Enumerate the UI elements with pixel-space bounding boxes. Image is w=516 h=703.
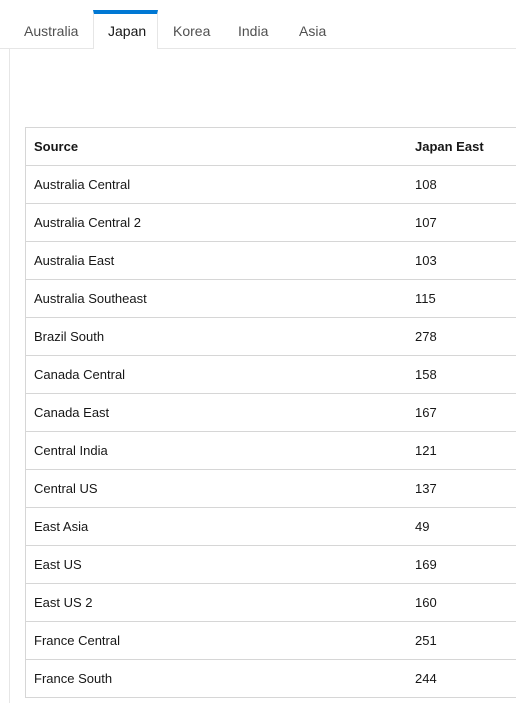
source-cell: East US [25, 545, 407, 584]
table-row: Canada East 167 [25, 393, 516, 432]
latency-cell: 108 [407, 165, 516, 204]
table-row: Australia Southeast 115 [25, 279, 516, 318]
japan-east-column-header: Japan East [407, 127, 516, 166]
latency-cell: 121 [407, 431, 516, 470]
tab-india[interactable]: India [238, 23, 269, 39]
latency-cell: 49 [407, 507, 516, 546]
tab-korea[interactable]: Korea [173, 23, 211, 39]
table-row: Australia East 103 [25, 241, 516, 280]
table-row: Australia Central 108 [25, 165, 516, 204]
latency-table: Source Japan East Australia Central 108 … [25, 127, 516, 698]
latency-cell: 160 [407, 583, 516, 622]
table-row: East Asia 49 [25, 507, 516, 546]
tab-panel [9, 48, 516, 703]
source-cell: East US 2 [25, 583, 407, 622]
latency-cell: 137 [407, 469, 516, 508]
table-row: Central India 121 [25, 431, 516, 470]
table-row: East US 2 160 [25, 583, 516, 622]
table-row: East US 169 [25, 545, 516, 584]
source-cell: Brazil South [25, 317, 407, 356]
table-row: Central US 137 [25, 469, 516, 508]
latency-cell: 107 [407, 203, 516, 242]
source-cell: France Central [25, 621, 407, 660]
latency-cell: 167 [407, 393, 516, 432]
source-cell: East Asia [25, 507, 407, 546]
table-row: France Central 251 [25, 621, 516, 660]
source-cell: France South [25, 659, 407, 698]
source-cell: Australia East [25, 241, 407, 280]
latency-cell: 115 [407, 279, 516, 318]
region-tab-bar: Australia Japan Korea India Asia [0, 0, 516, 49]
source-cell: Central US [25, 469, 407, 508]
table-row: Brazil South 278 [25, 317, 516, 356]
source-column-header: Source [25, 127, 407, 166]
latency-cell: 169 [407, 545, 516, 584]
source-cell: Canada Central [25, 355, 407, 394]
source-cell: Australia Central [25, 165, 407, 204]
latency-cell: 278 [407, 317, 516, 356]
table-row: France South 244 [25, 659, 516, 698]
tab-australia[interactable]: Australia [24, 23, 79, 39]
table-header-row: Source Japan East [25, 127, 516, 166]
latency-cell: 244 [407, 659, 516, 698]
latency-cell: 103 [407, 241, 516, 280]
table-row: Canada Central 158 [25, 355, 516, 394]
tab-asia[interactable]: Asia [299, 23, 327, 39]
source-cell: Australia Southeast [25, 279, 407, 318]
tab-japan[interactable]: Japan [93, 10, 158, 49]
latency-cell: 158 [407, 355, 516, 394]
source-cell: Australia Central 2 [25, 203, 407, 242]
source-cell: Canada East [25, 393, 407, 432]
latency-cell: 251 [407, 621, 516, 660]
table-row: Australia Central 2 107 [25, 203, 516, 242]
source-cell: Central India [25, 431, 407, 470]
